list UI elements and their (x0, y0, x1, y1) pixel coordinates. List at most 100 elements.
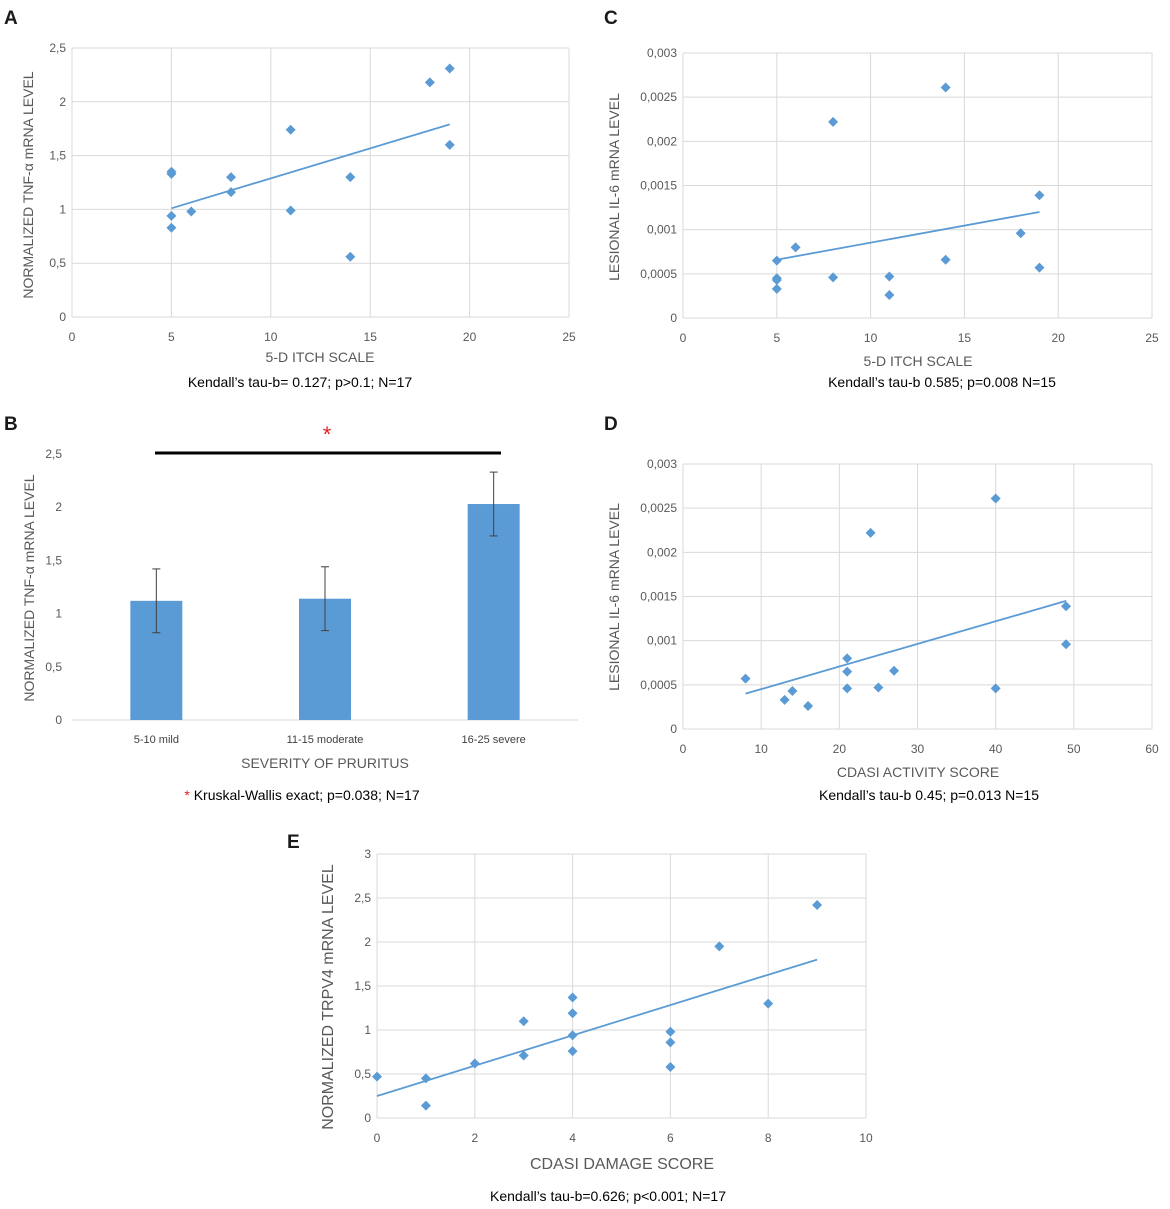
data-point (771, 255, 782, 266)
panel-a: A 00,511,522,50 5 10 15 20 25 5-D ITCH SCALE … (4, 8, 576, 390)
panel-letter-a: A (4, 8, 18, 29)
stats-caption: Kendall’s tau-b 0.585; p=0.008 N=15 (828, 374, 1056, 390)
y-axis-label: NORMALIZED TRPV4 mRNA LEVEL (320, 864, 337, 1130)
data-point (166, 210, 177, 221)
data-point (842, 653, 853, 664)
x-axis-label: 5-D ITCH SCALE (266, 349, 375, 365)
trendline (745, 600, 1067, 695)
data-point (740, 673, 751, 684)
data-point (166, 168, 177, 179)
y-tick-label: 2,5 (45, 447, 62, 461)
data-point (873, 682, 884, 693)
x-axis-label: CDASI DAMAGE SCORE (530, 1156, 714, 1173)
stats-caption: Kendall’s tau-b=0.626; p<0.001; N=17 (490, 1188, 726, 1204)
data-point (226, 187, 237, 198)
y-tick-label: 1,5 (45, 553, 62, 567)
y-tick-label: 0 (55, 713, 62, 727)
data-point (940, 82, 951, 93)
trendline (171, 123, 450, 210)
x-tick-label: 8 (765, 1131, 772, 1145)
x-tick-label: 10 (859, 1131, 873, 1145)
data-point (518, 1016, 529, 1027)
y-tick-label: 0,0025 (640, 501, 677, 515)
data-point (567, 992, 578, 1003)
data-point (779, 694, 790, 705)
data-point (226, 172, 237, 183)
y-tick-label: 0,001 (647, 634, 677, 648)
data-point (1034, 190, 1045, 201)
y-tick-label: 0 (59, 310, 66, 324)
y-tick-label: 1 (364, 1023, 371, 1037)
y-tick-label: 0 (670, 311, 677, 325)
y-tick-label: 0,5 (354, 1067, 371, 1081)
y-axis-label: LESIONAL IL-6 mRNA LEVEL (606, 93, 622, 281)
data-point (469, 1058, 480, 1069)
y-tick-label: 3 (364, 847, 371, 861)
data-point (803, 701, 814, 712)
data-point (372, 1071, 382, 1082)
data-point (567, 1030, 578, 1041)
data-point (990, 683, 1001, 694)
significance-asterisk: * (323, 422, 332, 447)
x-tick-label: 25 (562, 330, 576, 344)
y-tick-label: 0,002 (647, 545, 677, 559)
x-tick-label: 5 (773, 331, 780, 345)
data-point (714, 941, 725, 952)
data-point (420, 1100, 431, 1111)
x-tick-label: 6 (667, 1131, 674, 1145)
y-tick-label: 0,0005 (640, 267, 677, 281)
y-tick-label: 0,001 (647, 223, 677, 237)
data-point (665, 1061, 676, 1072)
y-tick-label: 0,0025 (640, 90, 677, 104)
data-point (285, 124, 296, 135)
data-point (567, 1008, 578, 1019)
y-axis-label: NORMALIZED TNF-α mRNA LEVEL (21, 474, 37, 701)
x-tick-label: 10 (264, 330, 278, 344)
data-point (665, 1026, 676, 1037)
data-point (812, 900, 823, 911)
y-tick-label: 2,5 (49, 41, 66, 55)
panel-b: B 0 0,5 1 1,5 2 2,5 5-10 mild 11-15 moderate 16-… (4, 414, 578, 803)
y-tick-label: 1,5 (49, 149, 66, 163)
stats-caption: Kendall’s tau-b= 0.127; p>0.1; N=17 (188, 374, 413, 390)
y-tick-label: 2 (364, 935, 371, 949)
x-tick-label: 0 (374, 1131, 381, 1145)
data-point (285, 205, 296, 216)
x-tick-label: 0 (680, 331, 687, 345)
data-point (444, 139, 455, 150)
x-tick-label: 15 (364, 330, 378, 344)
data-point (665, 1037, 676, 1048)
panel-d: D 0 0,0005 0,001 0,0015 0,002 0,0025 0,003 0 10 2… (604, 414, 1159, 803)
stats-caption: * Kruskal-Wallis exact; p=0.038; N=17 (184, 787, 419, 803)
x-tick-label: 20 (1052, 331, 1066, 345)
data-point (828, 116, 839, 127)
category-label: 11-15 moderate (287, 734, 364, 746)
data-point (790, 242, 801, 253)
y-tick-label: 0,002 (647, 134, 677, 148)
y-tick-label: 0,0015 (640, 590, 677, 604)
x-tick-label: 20 (463, 330, 477, 344)
data-point (884, 290, 895, 301)
data-point (166, 222, 177, 233)
x-tick-label: 0 (680, 742, 687, 756)
data-point (889, 665, 900, 676)
y-tick-label: 0,0015 (640, 179, 677, 193)
x-tick-label: 30 (911, 742, 925, 756)
data-point (420, 1073, 431, 1084)
data-point (1061, 601, 1072, 612)
trendline (776, 211, 1040, 261)
x-tick-label: 15 (958, 331, 972, 345)
data-point (787, 686, 798, 697)
y-axis-label: LESIONAL IL-6 mRNA LEVEL (606, 503, 622, 691)
y-tick-label: 2 (59, 95, 66, 109)
data-point (424, 77, 435, 88)
y-tick-label: 1 (59, 202, 66, 216)
x-tick-label: 10 (864, 331, 878, 345)
y-tick-label: 0,0005 (640, 678, 677, 692)
y-tick-label: 0,003 (647, 457, 677, 471)
data-point (186, 206, 197, 217)
x-tick-label: 25 (1145, 331, 1159, 345)
y-tick-label: 0,003 (647, 46, 677, 60)
data-point (884, 271, 895, 282)
panel-letter-d: D (604, 414, 618, 435)
